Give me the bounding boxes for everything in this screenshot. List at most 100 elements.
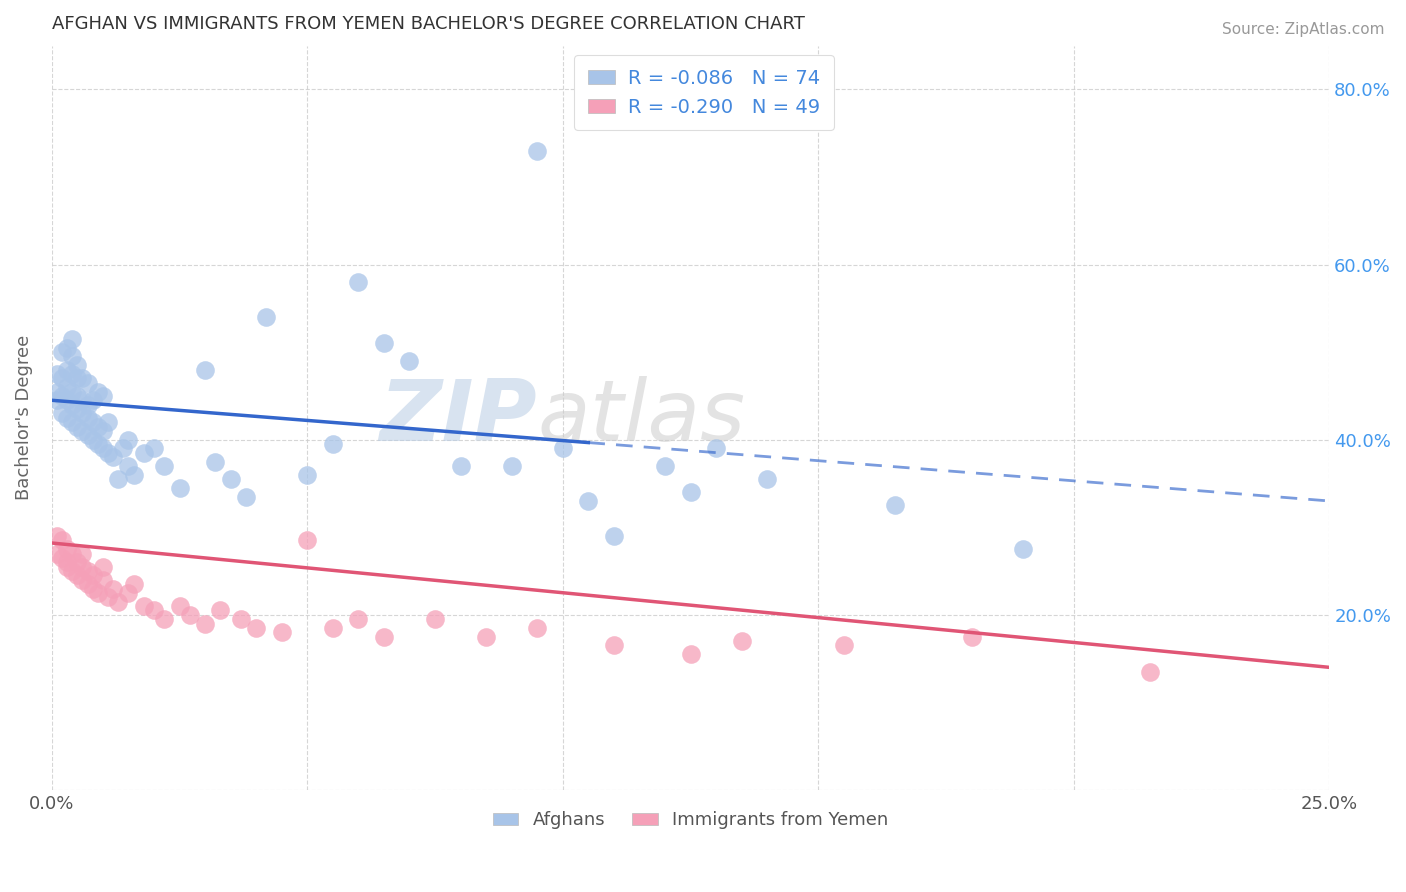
Point <box>297 467 319 482</box>
Point <box>526 621 548 635</box>
Point <box>475 630 498 644</box>
Point <box>66 555 89 569</box>
Point <box>87 419 110 434</box>
Point <box>603 529 626 543</box>
Point <box>122 467 145 482</box>
Point <box>76 428 98 442</box>
Point <box>153 458 176 473</box>
Point <box>76 410 98 425</box>
Point <box>87 384 110 399</box>
Text: ZIP: ZIP <box>380 376 537 459</box>
Point <box>1139 665 1161 679</box>
Point <box>56 542 79 557</box>
Point <box>576 494 599 508</box>
Point <box>45 367 67 381</box>
Point <box>91 424 114 438</box>
Point <box>56 341 79 355</box>
Point <box>117 458 139 473</box>
Point <box>117 433 139 447</box>
Point <box>730 634 752 648</box>
Point <box>169 599 191 613</box>
Point <box>72 424 94 438</box>
Point <box>960 630 983 644</box>
Point <box>107 472 129 486</box>
Point <box>56 559 79 574</box>
Point <box>56 555 79 569</box>
Point <box>87 437 110 451</box>
Point <box>76 398 98 412</box>
Point <box>45 547 67 561</box>
Point <box>204 454 226 468</box>
Point <box>704 442 727 456</box>
Text: atlas: atlas <box>537 376 745 459</box>
Point <box>132 446 155 460</box>
Point <box>107 595 129 609</box>
Point <box>82 433 104 447</box>
Point <box>66 389 89 403</box>
Point <box>883 499 905 513</box>
Point <box>551 442 574 456</box>
Point <box>91 389 114 403</box>
Point <box>76 376 98 390</box>
Point <box>235 490 257 504</box>
Legend: Afghans, Immigrants from Yemen: Afghans, Immigrants from Yemen <box>485 805 896 837</box>
Point <box>194 362 217 376</box>
Point <box>112 442 135 456</box>
Point <box>91 559 114 574</box>
Point <box>209 603 232 617</box>
Point <box>450 458 472 473</box>
Point <box>56 362 79 376</box>
Point <box>153 612 176 626</box>
Point <box>45 393 67 408</box>
Point <box>132 599 155 613</box>
Point <box>194 616 217 631</box>
Point <box>179 607 201 622</box>
Point <box>117 586 139 600</box>
Point <box>245 621 267 635</box>
Point <box>1011 542 1033 557</box>
Point <box>60 367 83 381</box>
Point <box>423 612 446 626</box>
Point <box>66 419 89 434</box>
Point <box>229 612 252 626</box>
Point <box>72 406 94 420</box>
Text: Source: ZipAtlas.com: Source: ZipAtlas.com <box>1222 22 1385 37</box>
Point <box>60 398 83 412</box>
Point <box>82 415 104 429</box>
Point <box>91 573 114 587</box>
Point <box>91 442 114 456</box>
Point <box>97 415 120 429</box>
Point <box>756 472 779 486</box>
Point <box>76 577 98 591</box>
Point <box>832 639 855 653</box>
Point <box>373 336 395 351</box>
Point <box>142 603 165 617</box>
Point <box>56 393 79 408</box>
Point <box>45 529 67 543</box>
Point <box>87 586 110 600</box>
Point <box>82 582 104 596</box>
Point <box>97 591 120 605</box>
Point <box>142 442 165 456</box>
Point <box>72 547 94 561</box>
Point <box>76 564 98 578</box>
Point <box>51 371 73 385</box>
Point <box>347 612 370 626</box>
Point <box>679 485 702 500</box>
Point <box>654 458 676 473</box>
Point <box>51 550 73 565</box>
Point <box>45 384 67 399</box>
Point <box>51 345 73 359</box>
Point <box>270 625 292 640</box>
Point <box>101 582 124 596</box>
Point <box>526 144 548 158</box>
Point <box>56 410 79 425</box>
Point <box>51 406 73 420</box>
Point <box>72 393 94 408</box>
Point <box>72 371 94 385</box>
Point <box>66 568 89 582</box>
Point <box>56 380 79 394</box>
Point <box>72 573 94 587</box>
Point <box>679 647 702 661</box>
Text: AFGHAN VS IMMIGRANTS FROM YEMEN BACHELOR'S DEGREE CORRELATION CHART: AFGHAN VS IMMIGRANTS FROM YEMEN BACHELOR… <box>52 15 804 33</box>
